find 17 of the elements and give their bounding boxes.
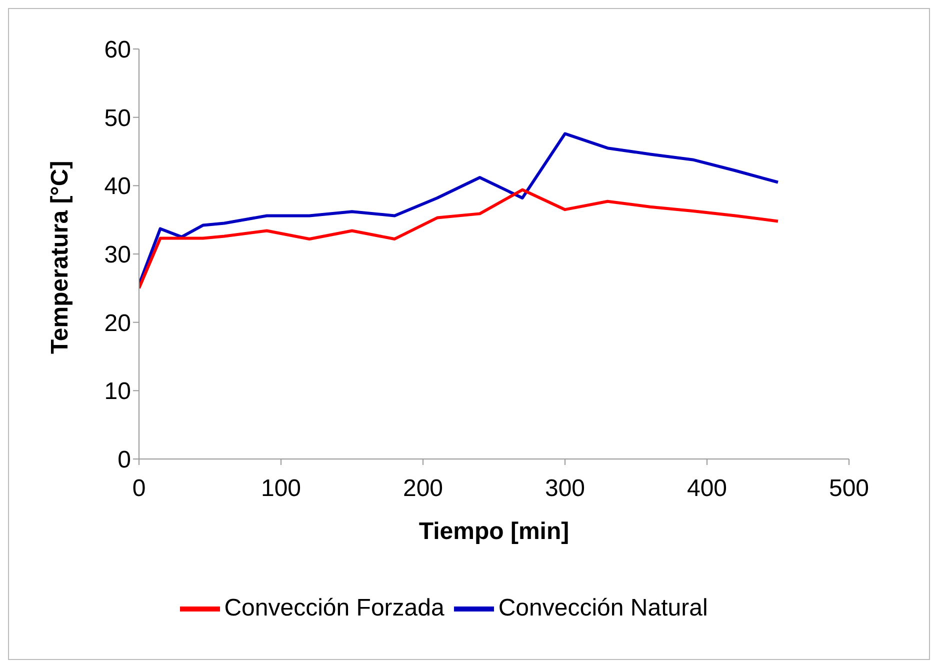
y-tick-label: 60: [104, 36, 131, 64]
y-tick-label: 50: [104, 104, 131, 132]
y-tick-label: 40: [104, 173, 131, 200]
legend-label: Convección Forzada: [224, 594, 444, 622]
y-tick-label: 20: [104, 310, 131, 337]
line-series: [139, 188, 780, 290]
legend-label: Convección Natural: [498, 594, 708, 622]
x-tick-label: 400: [686, 475, 728, 502]
y-tick-label: 0: [118, 446, 131, 474]
y-axis-title: Temperatura [°C]: [46, 160, 74, 354]
x-tick-label: 100: [260, 475, 302, 502]
x-axis-title: Tiempo [min]: [418, 518, 570, 545]
x-tick-label: 300: [544, 475, 586, 502]
x-tick-label: 500: [828, 475, 870, 502]
y-tick-label: 30: [104, 242, 131, 269]
x-tick-label: 200: [402, 475, 444, 502]
y-tick-label: 10: [104, 378, 131, 406]
